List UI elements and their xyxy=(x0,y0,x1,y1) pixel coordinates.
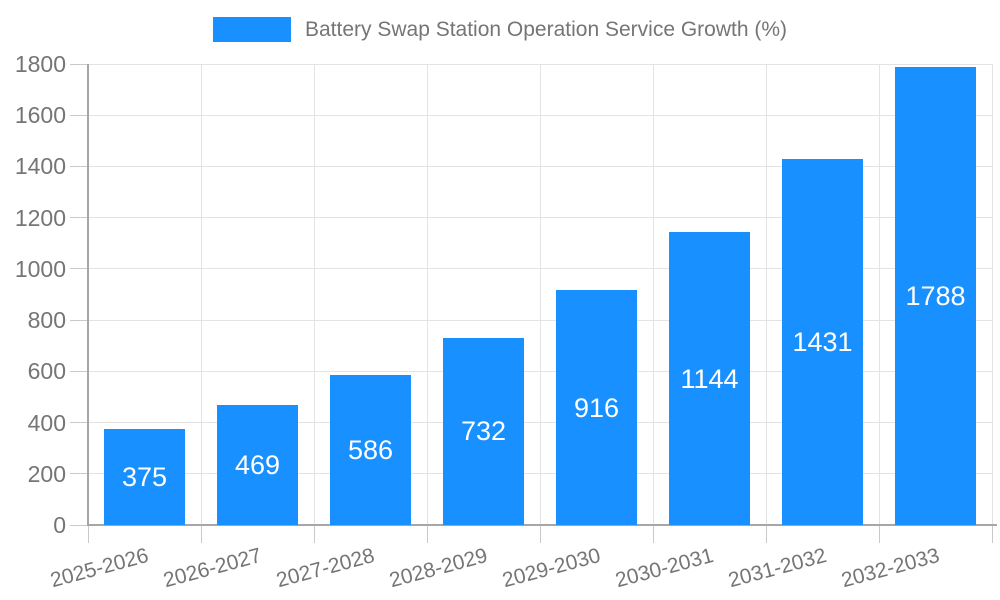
x-axis-line xyxy=(87,524,997,526)
y-axis-tick-label: 800 xyxy=(27,307,66,334)
y-axis-tick xyxy=(70,114,88,116)
y-axis-tick-label: 1800 xyxy=(14,51,66,77)
bar xyxy=(556,290,637,525)
bar-value-label: 469 xyxy=(234,449,281,480)
bar xyxy=(895,67,976,525)
y-axis-tick xyxy=(70,473,88,475)
y-axis-tick xyxy=(70,422,88,424)
x-axis-tick xyxy=(991,525,993,543)
y-axis-tick-label: 1400 xyxy=(14,153,66,180)
y-axis-tick xyxy=(70,165,88,167)
gridline-vertical xyxy=(200,64,202,525)
y-axis-tick-label: 200 xyxy=(27,460,66,487)
y-axis-tick xyxy=(70,319,88,321)
gridline-vertical xyxy=(313,64,315,525)
gridline-vertical xyxy=(991,64,993,525)
y-axis-tick-label: 0 xyxy=(53,512,66,538)
bar-value-label: 1788 xyxy=(905,281,966,312)
bar-value-label: 1431 xyxy=(792,326,853,357)
y-axis-tick xyxy=(70,217,88,219)
y-axis-tick xyxy=(70,63,88,65)
bar-value-label: 586 xyxy=(347,434,394,465)
y-axis-tick-label: 400 xyxy=(27,409,66,436)
bar xyxy=(443,337,524,525)
bar xyxy=(669,232,750,525)
x-axis-tick xyxy=(652,525,654,543)
bar xyxy=(330,374,411,525)
gridline-vertical xyxy=(652,64,654,525)
y-axis-tick xyxy=(70,524,88,526)
x-axis-tick xyxy=(313,525,315,543)
y-axis-tick-label: 1600 xyxy=(14,102,66,129)
x-axis-tick xyxy=(878,525,880,543)
gridline-vertical xyxy=(539,64,541,525)
bar-value-label: 916 xyxy=(573,392,620,423)
gridline-vertical xyxy=(765,64,767,525)
bar-value-label: 375 xyxy=(121,461,168,492)
legend-swatch xyxy=(212,17,291,42)
bar-value-label: 1144 xyxy=(680,363,739,394)
y-axis-tick-label: 600 xyxy=(27,358,66,385)
legend-series-label: Battery Swap Station Operation Service G… xyxy=(304,18,788,41)
y-axis-line xyxy=(87,64,89,526)
bar xyxy=(217,404,298,525)
x-axis-tick xyxy=(539,525,541,543)
gridline-vertical xyxy=(426,64,428,525)
gridline-vertical xyxy=(878,64,880,525)
bar xyxy=(782,158,863,525)
y-axis-tick-label: 1000 xyxy=(14,255,66,282)
x-axis-tick xyxy=(200,525,202,543)
y-axis-tick xyxy=(70,370,88,372)
y-axis-tick xyxy=(70,268,88,270)
x-axis-tick xyxy=(765,525,767,543)
bar-value-label: 732 xyxy=(460,416,507,447)
y-axis-tick-label: 1200 xyxy=(14,204,66,231)
x-axis-tick xyxy=(426,525,428,543)
bar xyxy=(104,428,185,525)
x-axis-tick xyxy=(87,525,89,543)
legend-item[interactable]: Battery Swap Station Operation Service G… xyxy=(212,17,788,42)
